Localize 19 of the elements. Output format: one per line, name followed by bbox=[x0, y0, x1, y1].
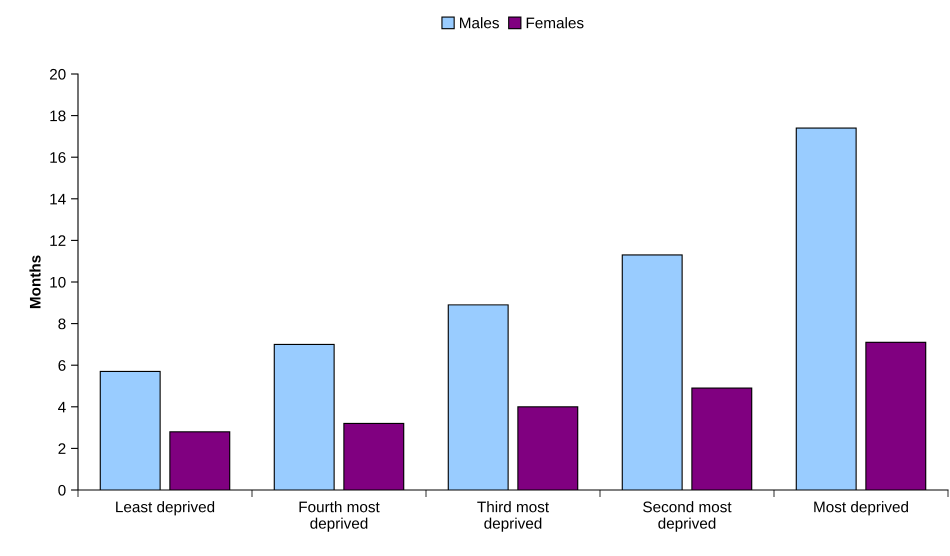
y-tick-label: 4 bbox=[58, 402, 66, 412]
y-axis-title: Months bbox=[29, 255, 41, 308]
y-tick-label: 18 bbox=[50, 110, 66, 122]
y-tick-label: 0 bbox=[58, 484, 66, 496]
y-tick-label: 16 bbox=[50, 152, 66, 163]
x-tick-label: Least deprived bbox=[116, 501, 214, 516]
y-tick-label: 20 bbox=[50, 68, 66, 80]
y-tick-label: 8 bbox=[58, 318, 66, 330]
y-tick-label: 14 bbox=[50, 194, 66, 204]
x-tick-label: Third most deprived bbox=[477, 501, 549, 532]
y-tick-label: 12 bbox=[50, 235, 66, 246]
y-tick-label: 10 bbox=[50, 276, 66, 288]
x-tick-label: Second most deprived bbox=[643, 501, 732, 532]
legend-label: Females bbox=[526, 17, 584, 28]
x-tick-label: Fourth most deprived bbox=[300, 501, 380, 532]
legend-label: Males bbox=[460, 17, 499, 28]
y-tick-label: 6 bbox=[58, 360, 66, 371]
y-tick-label: 2 bbox=[58, 443, 66, 454]
x-tick-label: Most deprived bbox=[814, 501, 908, 516]
